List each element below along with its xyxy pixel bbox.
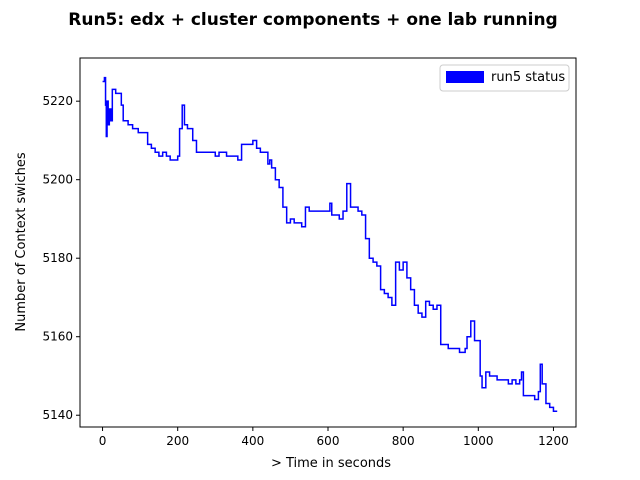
chart-title: Run5: edx + cluster components + one lab… bbox=[68, 10, 557, 30]
x-tick-label: 200 bbox=[166, 434, 189, 448]
x-tick-label: 800 bbox=[392, 434, 415, 448]
x-tick-label: 0 bbox=[99, 434, 107, 448]
x-tick-label: 600 bbox=[317, 434, 340, 448]
y-axis-ticks: 5140 5160 5180 5200 5220 bbox=[42, 94, 80, 422]
y-tick-label: 5140 bbox=[42, 408, 73, 422]
legend: run5 status bbox=[439, 64, 570, 92]
y-tick-label: 5220 bbox=[42, 94, 73, 108]
legend-label: run5 status bbox=[491, 70, 565, 85]
y-tick-label: 5180 bbox=[42, 251, 73, 265]
y-tick-label: 5160 bbox=[42, 330, 73, 344]
x-tick-label: 400 bbox=[241, 434, 264, 448]
y-tick-label: 5200 bbox=[42, 173, 73, 187]
series-line bbox=[102, 76, 558, 413]
x-tick-label: 1000 bbox=[463, 434, 494, 448]
legend-swatch bbox=[446, 71, 484, 83]
plot-area bbox=[102, 76, 558, 413]
x-axis-ticks: 0 200 400 600 800 1000 1200 bbox=[99, 427, 569, 448]
y-axis-label: Number of Context swiches bbox=[14, 152, 29, 331]
x-tick-label: 1200 bbox=[538, 434, 569, 448]
x-axis-label: > Time in seconds bbox=[271, 456, 391, 471]
plot-frame bbox=[79, 57, 577, 428]
